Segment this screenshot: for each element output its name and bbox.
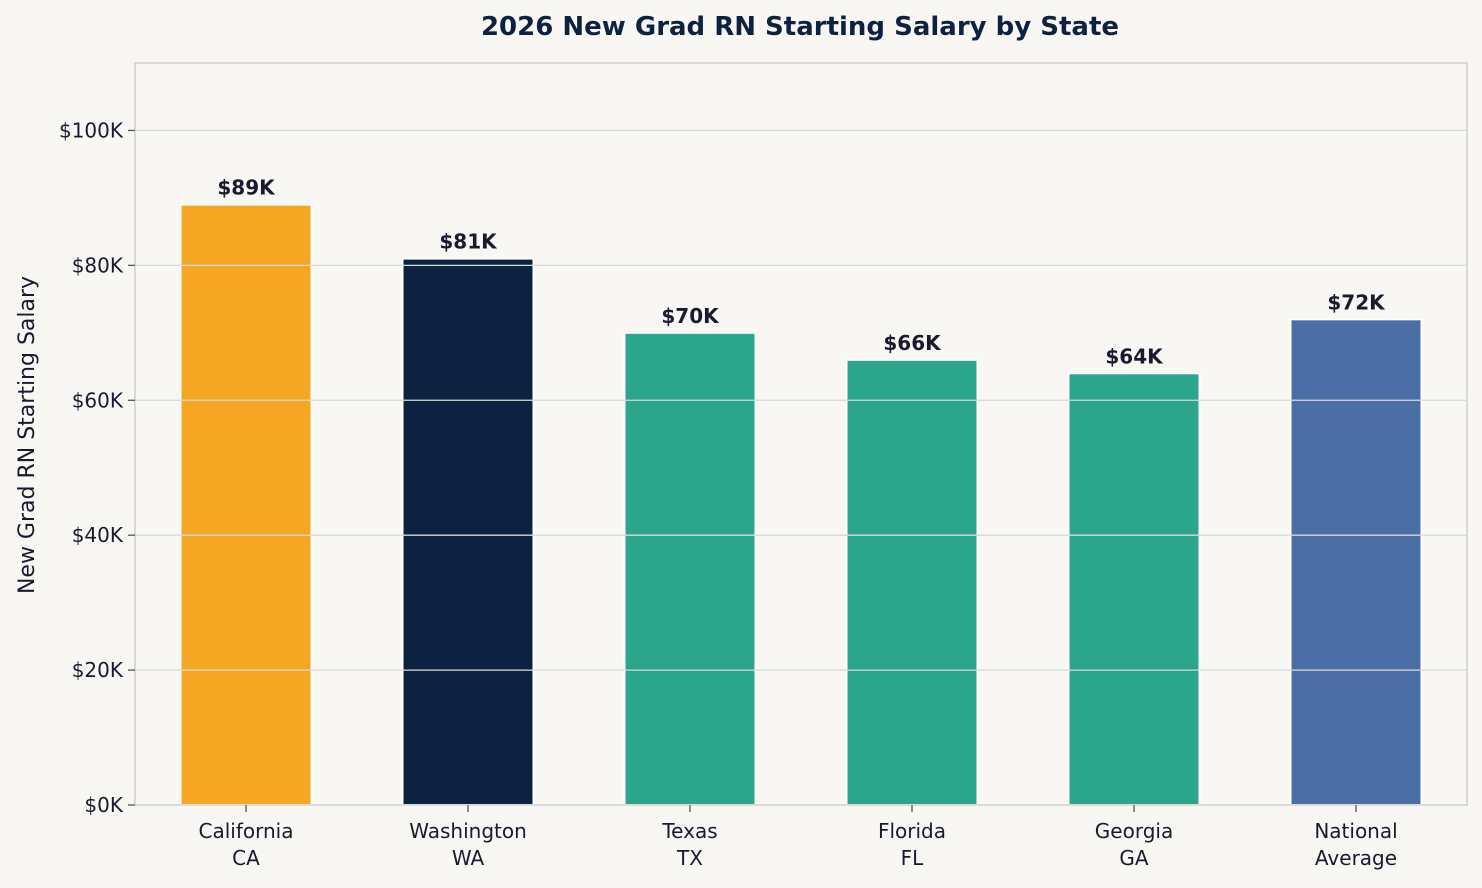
bar-3 <box>845 358 979 806</box>
x-tick-label-3-0: Florida <box>878 819 946 843</box>
x-tick-label-1-0: Washington <box>409 819 527 843</box>
plot-background <box>135 63 1467 805</box>
y-tick-label-0: $0K <box>84 793 123 817</box>
x-tick-label-1-1: WA <box>452 846 485 870</box>
bar-5 <box>1289 318 1423 806</box>
data-label-4: $64K <box>1105 344 1164 368</box>
plot-frame <box>134 62 1468 806</box>
y-tick-label-1: $20K <box>72 658 124 682</box>
data-label-1: $81K <box>439 230 498 254</box>
x-tick-label-4-0: Georgia <box>1095 819 1173 843</box>
bar-4 <box>1067 372 1201 806</box>
x-tick-label-3-1: FL <box>901 846 925 870</box>
data-label-2: $70K <box>661 304 720 328</box>
bar-2 <box>623 331 757 806</box>
chart-title: 2026 New Grad RN Starting Salary by Stat… <box>481 12 1119 42</box>
y-tick-label-5: $100K <box>59 118 124 142</box>
plot-area: $0K $20K $40K $60K $80K $100K California CA $89K… <box>59 62 1468 870</box>
bar-0 <box>179 203 313 806</box>
bar-1 <box>401 257 535 807</box>
y-tick-label-4: $80K <box>72 253 124 277</box>
data-label-3: $66K <box>883 331 942 355</box>
y-tick-label-2: $40K <box>72 523 124 547</box>
x-tick-label-2-1: TX <box>676 846 703 870</box>
x-tick-label-0-0: California <box>199 819 294 843</box>
x-tick-label-0-1: CA <box>232 846 260 870</box>
x-tick-label-4-1: GA <box>1119 846 1148 870</box>
y-axis-label: New Grad RN Starting Salary <box>15 276 40 594</box>
data-label-5: $72K <box>1327 290 1386 314</box>
y-tick-label-3: $60K <box>72 388 124 412</box>
x-tick-label-2-0: Texas <box>661 819 717 843</box>
data-label-0: $89K <box>217 176 276 200</box>
x-tick-label-5-0: National <box>1314 819 1397 843</box>
x-tick-label-5-1: Average <box>1315 846 1397 870</box>
